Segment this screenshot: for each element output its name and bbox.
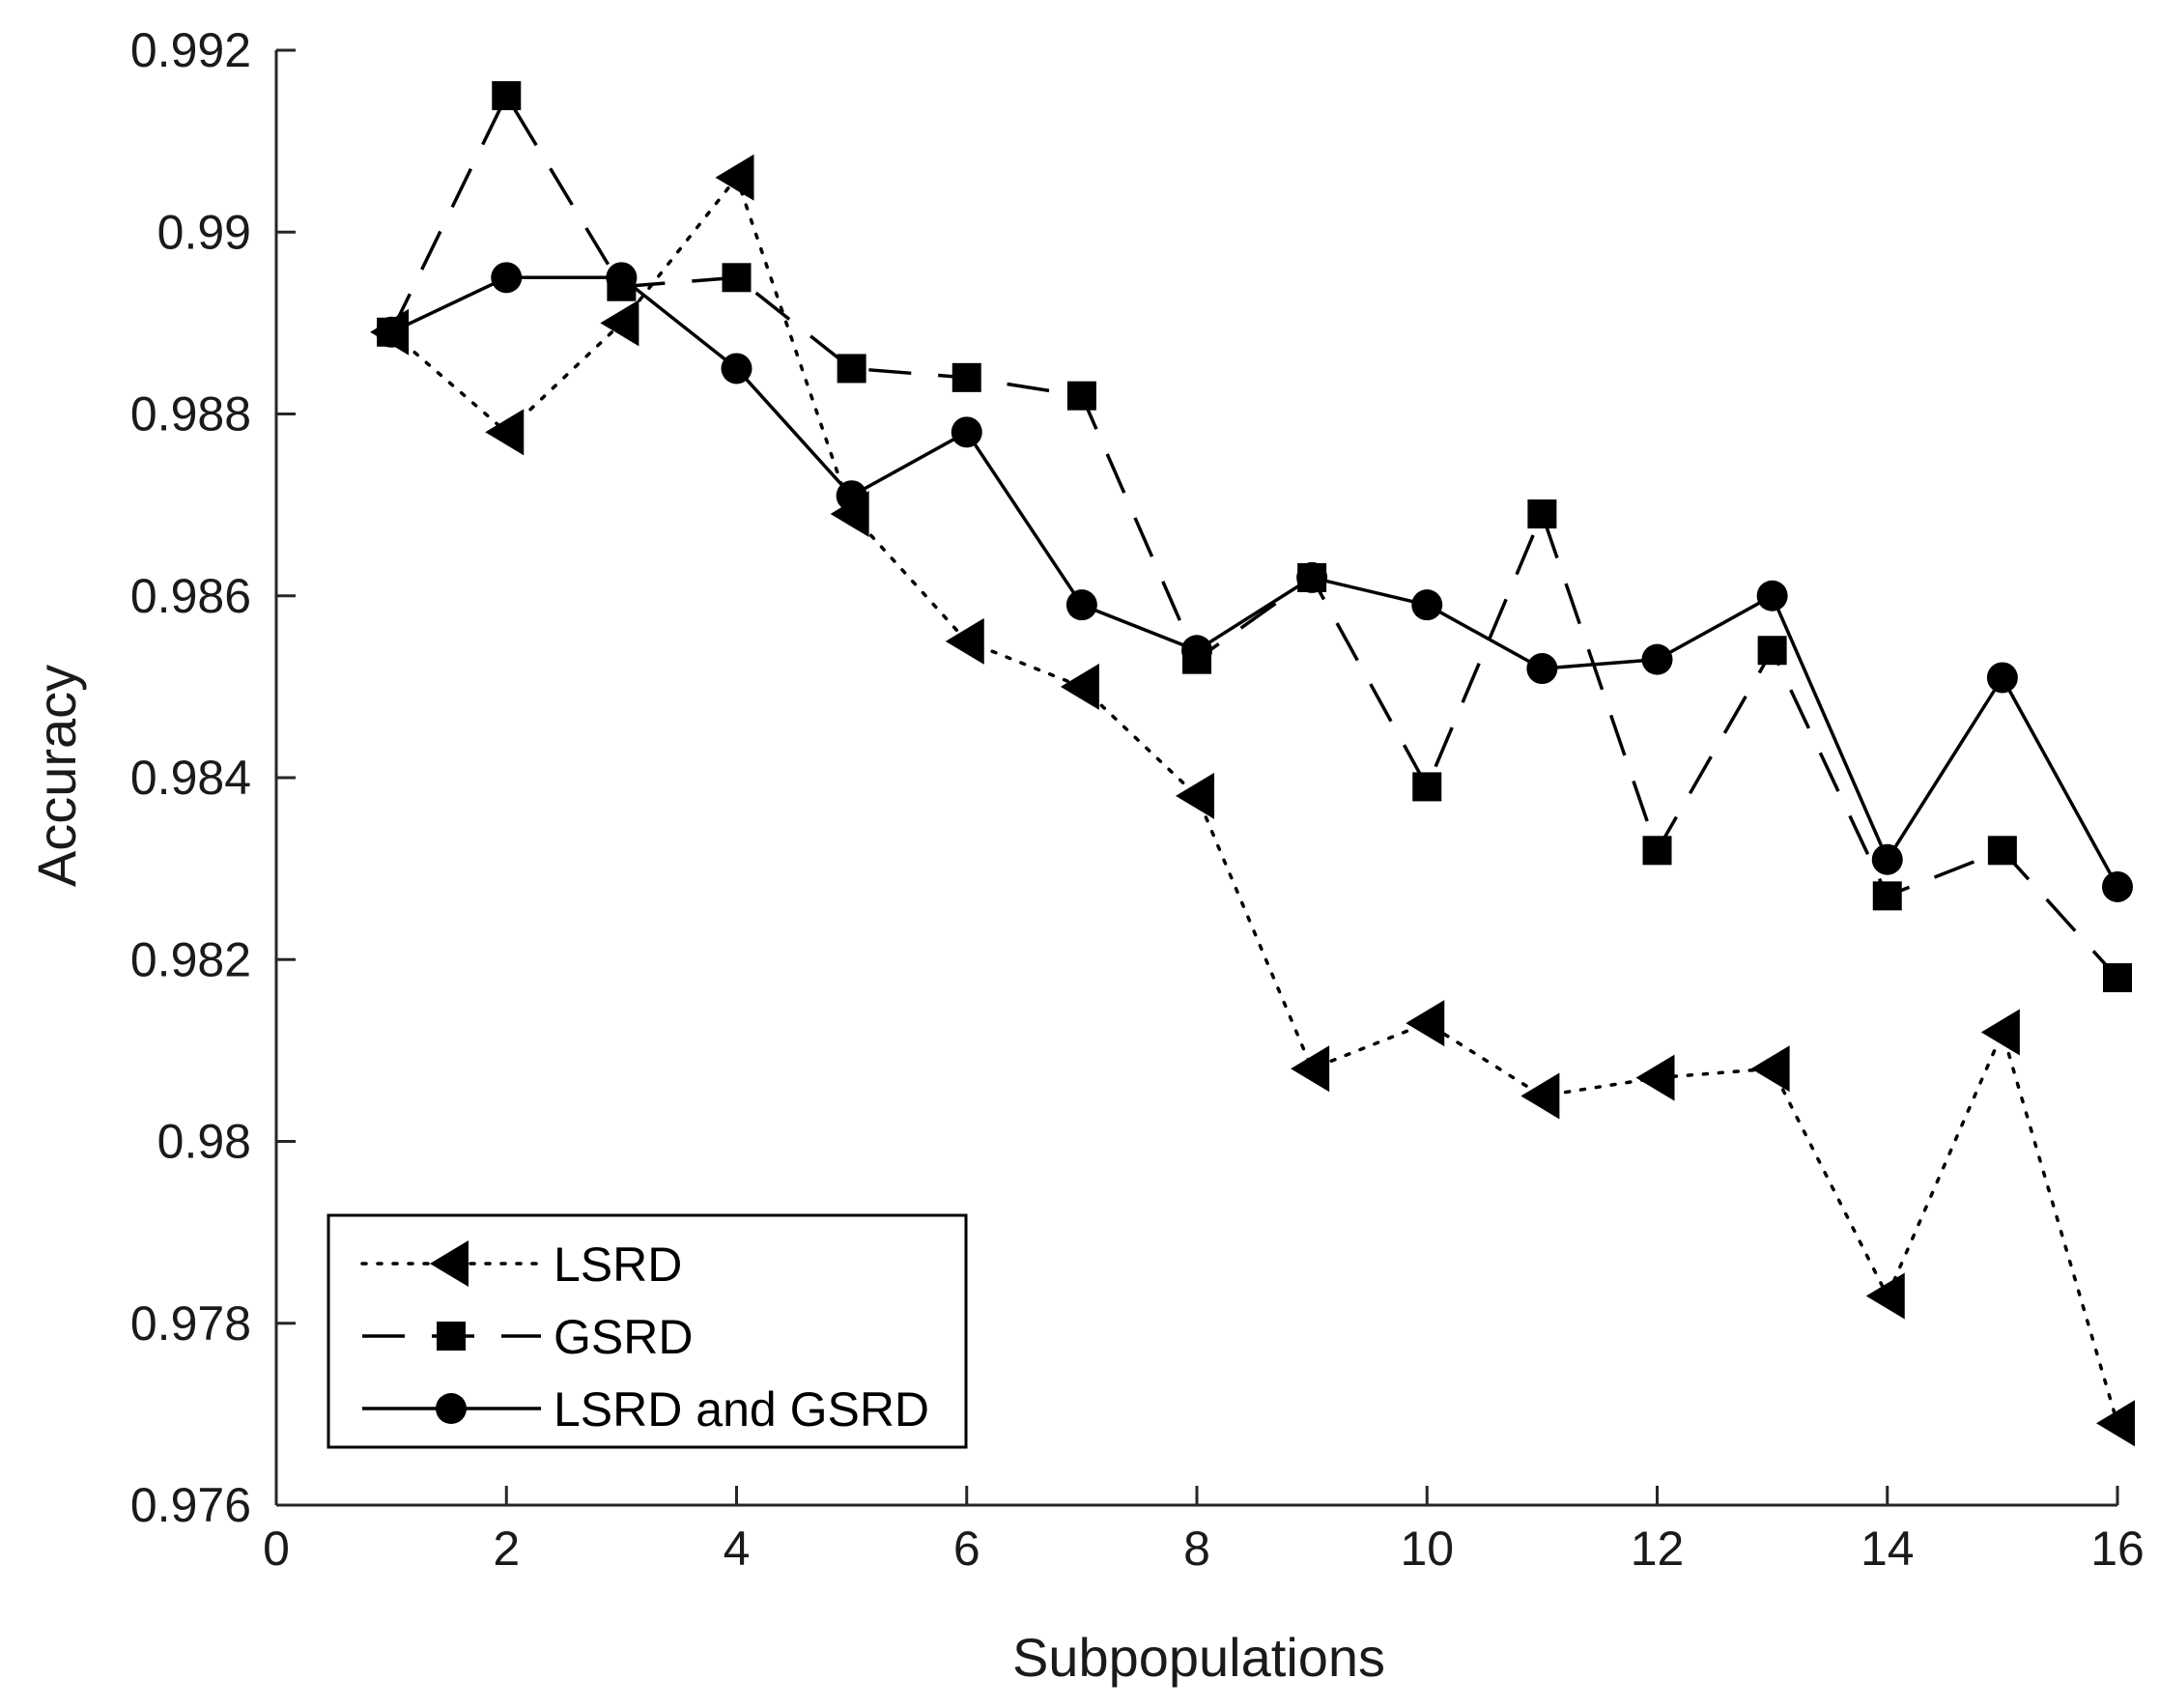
data-point-lsrd-and-gsrd <box>1641 643 1673 675</box>
x-tick-label: 10 <box>1400 1522 1454 1576</box>
legend-label-gsrd: GSRD <box>554 1310 693 1364</box>
y-axis-title: Accuracy <box>26 665 87 887</box>
data-point-lsrd-and-gsrd <box>1526 653 1558 685</box>
legend-marker-lsrd-and-gsrd <box>436 1393 467 1424</box>
legend-label-lsrd: LSRD <box>554 1238 682 1292</box>
data-point-gsrd <box>722 263 752 293</box>
data-point-lsrd-and-gsrd <box>491 262 523 294</box>
x-tick-label: 12 <box>1631 1522 1685 1576</box>
series-lsrd-and-gsrd <box>376 262 2133 902</box>
x-tick-label: 16 <box>2090 1522 2145 1576</box>
data-point-gsrd <box>1066 381 1096 411</box>
data-point-gsrd <box>837 354 866 384</box>
data-point-lsrd <box>1520 1072 1560 1120</box>
data-point-lsrd <box>1060 663 1099 710</box>
data-point-lsrd <box>1865 1272 1905 1320</box>
y-tick-label: 0.988 <box>130 387 251 441</box>
legend-marker-gsrd <box>437 1322 466 1351</box>
data-point-gsrd <box>1757 636 1787 666</box>
data-point-lsrd <box>945 617 984 665</box>
series-gsrd <box>377 81 2132 993</box>
data-point-gsrd <box>1872 881 1902 911</box>
data-point-lsrd-and-gsrd <box>1181 635 1212 667</box>
data-point-lsrd <box>2096 1400 2135 1447</box>
data-point-lsrd <box>1291 1045 1330 1093</box>
legend-label-lsrd-and-gsrd: LSRD and GSRD <box>554 1382 929 1437</box>
series-line-gsrd <box>389 94 2119 980</box>
data-point-lsrd <box>1176 772 1214 819</box>
x-tick-label: 14 <box>1861 1522 1915 1576</box>
data-point-gsrd <box>2103 963 2132 993</box>
legend: LSRD GSRD LSRD and GSRD <box>327 1213 968 1449</box>
data-point-lsrd-and-gsrd <box>1756 580 1788 612</box>
data-point-gsrd <box>1527 499 1557 529</box>
y-tick-label: 0.986 <box>130 569 251 623</box>
data-point-gsrd <box>952 362 981 392</box>
data-point-lsrd-and-gsrd <box>1296 561 1328 593</box>
data-point-lsrd-and-gsrd <box>376 316 408 348</box>
data-point-lsrd <box>1406 1000 1445 1047</box>
y-tick-label: 0.984 <box>130 751 251 805</box>
data-point-lsrd-and-gsrd <box>721 353 753 384</box>
data-point-lsrd <box>1635 1054 1675 1101</box>
data-point-lsrd-and-gsrd <box>1411 589 1443 621</box>
series-line-lsrd <box>389 176 2119 1426</box>
data-point-lsrd <box>485 409 525 456</box>
data-point-gsrd <box>492 81 522 111</box>
data-point-lsrd <box>1980 1009 2020 1056</box>
data-point-gsrd <box>1642 836 1672 866</box>
series-lsrd <box>370 154 2135 1447</box>
data-point-lsrd-and-gsrd <box>1986 662 2018 694</box>
y-tick-label: 0.978 <box>130 1296 251 1351</box>
data-point-lsrd <box>1750 1045 1790 1093</box>
x-tick-label: 8 <box>1183 1522 1210 1576</box>
data-point-lsrd-and-gsrd <box>1065 589 1097 621</box>
data-point-lsrd <box>715 154 754 201</box>
y-tick-label: 0.982 <box>130 932 251 986</box>
y-tick-label: 0.98 <box>157 1115 251 1169</box>
data-point-lsrd-and-gsrd <box>2102 870 2133 902</box>
data-point-lsrd-and-gsrd <box>1871 843 1903 875</box>
series-line-lsrd-and-gsrd <box>390 275 2119 888</box>
data-point-lsrd-and-gsrd <box>951 416 982 448</box>
y-tick-label: 0.992 <box>130 23 251 77</box>
y-tick-label: 0.976 <box>130 1478 251 1532</box>
x-tick-label: 4 <box>724 1522 751 1576</box>
series-layer <box>370 81 2135 1447</box>
data-point-lsrd-and-gsrd <box>606 262 638 294</box>
data-point-gsrd <box>1412 772 1442 802</box>
data-point-lsrd-and-gsrd <box>836 480 867 512</box>
x-tick-label: 6 <box>953 1522 980 1576</box>
x-tick-label: 2 <box>493 1522 520 1576</box>
data-point-lsrd <box>600 299 639 347</box>
x-axis-title: Subpopulations <box>1012 1627 1385 1688</box>
y-tick-label: 0.99 <box>157 205 251 259</box>
axes: 0.976 0.978 0.98 0.982 0.984 0.986 0.988 0.99 0.… <box>130 23 2145 1576</box>
x-tick-label: 0 <box>263 1522 290 1576</box>
data-point-gsrd <box>1987 836 2017 866</box>
legend-marker-lsrd <box>430 1240 469 1287</box>
